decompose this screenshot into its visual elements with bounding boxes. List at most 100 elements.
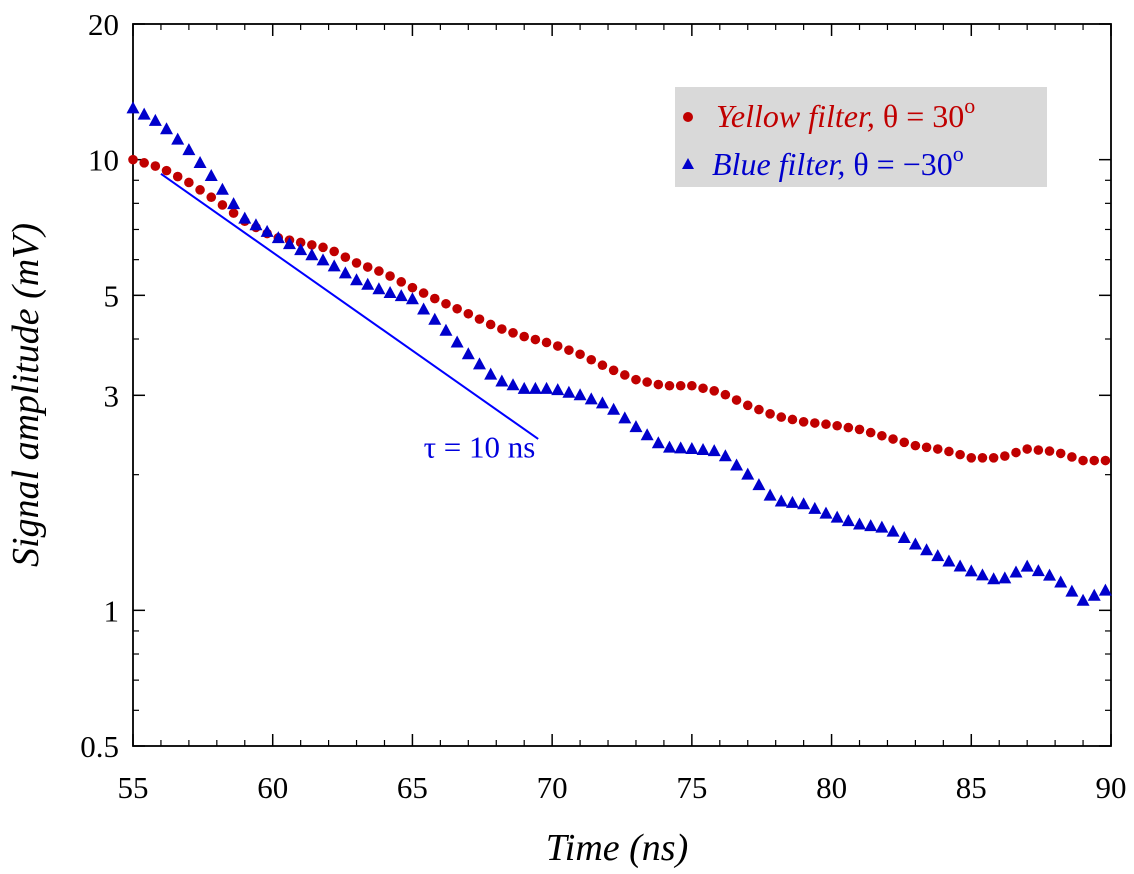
data-point	[307, 240, 317, 250]
data-point	[595, 396, 609, 409]
data-point	[541, 337, 552, 348]
data-point	[875, 520, 889, 533]
data-point	[886, 524, 900, 537]
x-tick-label-75: 75	[676, 770, 707, 805]
data-point	[709, 386, 720, 396]
legend: Yellow filter, θ = 30o Blue filter, θ = …	[675, 87, 1047, 187]
data-point	[763, 488, 777, 501]
data-point	[441, 298, 451, 309]
data-point	[920, 543, 934, 556]
data-point	[271, 231, 285, 244]
data-point	[172, 171, 183, 182]
data-point	[128, 154, 138, 165]
data-point	[877, 430, 887, 441]
data-point	[428, 312, 442, 325]
data-point	[955, 449, 965, 460]
data-point	[506, 378, 520, 391]
data-point	[215, 182, 229, 195]
data-point	[362, 262, 373, 272]
data-point	[642, 377, 652, 387]
data-point	[720, 389, 731, 400]
data-point	[718, 449, 732, 462]
data-point	[228, 208, 239, 218]
data-point	[329, 246, 339, 257]
legend-angle: θ = 30	[875, 98, 964, 134]
data-point	[182, 143, 196, 156]
data-point	[663, 440, 677, 453]
x-tick-label-65: 65	[397, 770, 428, 805]
data-point	[385, 271, 395, 281]
data-point	[977, 453, 988, 463]
data-point	[1031, 564, 1045, 577]
data-point	[841, 514, 855, 527]
series-yellow-filter	[128, 154, 1111, 466]
data-point	[193, 156, 207, 169]
data-point	[260, 224, 274, 237]
data-point	[1054, 575, 1068, 588]
data-point	[832, 420, 842, 431]
data-point	[931, 549, 945, 562]
x-tick-label-80: 80	[816, 770, 847, 805]
data-point	[350, 273, 364, 286]
data-point	[484, 367, 498, 380]
data-point	[417, 302, 431, 315]
data-point	[631, 374, 641, 385]
data-point	[573, 388, 587, 401]
data-point	[295, 237, 306, 248]
data-point	[742, 400, 753, 411]
data-point	[495, 374, 509, 387]
data-point	[282, 237, 296, 250]
legend-label-yellow: Yellow filter, θ = 30o	[716, 93, 975, 134]
data-point	[316, 253, 330, 266]
data-point	[942, 554, 956, 567]
y-tick-label-10: 10	[88, 143, 119, 178]
data-point	[754, 404, 764, 415]
data-point	[932, 444, 943, 454]
data-point	[808, 501, 822, 514]
y-tick-label-20: 20	[88, 7, 119, 42]
data-point	[171, 132, 185, 145]
data-point	[853, 517, 867, 530]
data-point	[461, 347, 475, 360]
data-point	[351, 258, 362, 268]
series-layer	[126, 101, 1112, 606]
data-point	[1009, 565, 1023, 578]
data-point	[674, 441, 688, 454]
data-point	[1022, 444, 1032, 454]
y-axis-title: Signal amplitude (mV)	[5, 223, 47, 567]
data-point	[776, 412, 787, 422]
data-point	[830, 510, 844, 523]
data-point	[552, 341, 563, 351]
data-point	[318, 242, 328, 253]
data-point	[204, 169, 218, 182]
data-point	[405, 292, 419, 305]
data-point	[843, 422, 854, 433]
data-point	[396, 277, 407, 287]
data-point	[765, 409, 775, 419]
data-point	[865, 427, 876, 438]
y-tick-label-1: 1	[104, 593, 120, 628]
data-point	[998, 571, 1012, 584]
data-point	[1043, 568, 1057, 581]
axis-ticks	[132, 23, 1112, 747]
data-point	[126, 101, 140, 114]
data-point	[664, 380, 675, 391]
data-point	[517, 381, 531, 394]
legend-series-name: Yellow filter,	[716, 98, 875, 134]
data-point	[584, 392, 598, 405]
data-point	[707, 444, 721, 457]
data-point	[741, 467, 755, 480]
y-tick-label-0.5: 0.5	[80, 729, 119, 764]
data-point	[586, 354, 597, 365]
data-point	[217, 200, 228, 210]
data-point	[184, 177, 194, 188]
y-tick-label-3: 3	[104, 378, 120, 413]
data-point	[1076, 593, 1090, 606]
data-point	[1020, 559, 1034, 572]
data-point	[988, 453, 999, 463]
data-point	[227, 197, 241, 210]
data-point	[1078, 455, 1088, 466]
data-point	[653, 379, 664, 390]
data-point	[797, 497, 811, 510]
data-point	[810, 418, 820, 428]
